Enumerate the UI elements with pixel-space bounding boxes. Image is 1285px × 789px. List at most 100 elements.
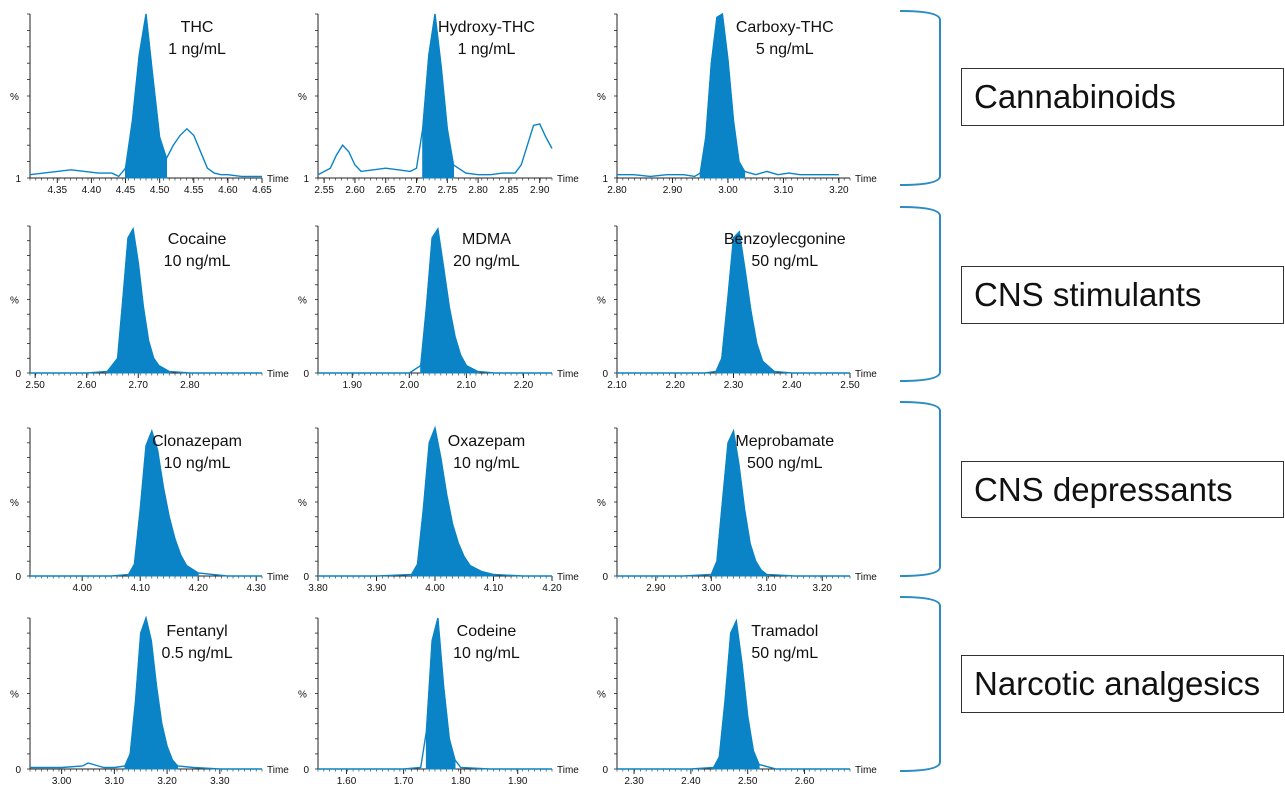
x-tick-label: 2.60	[77, 380, 97, 391]
chromatogram-panel: % 0 3.00 3.10 3.20 3.30 Time Fentanyl 0.5 ng/mL	[10, 615, 289, 787]
x-axis-time-label: Time	[557, 174, 579, 185]
y-axis-percent-label: %	[10, 296, 19, 307]
y-axis-baseline-label: 0	[15, 765, 21, 776]
x-tick-label: 4.00	[425, 583, 445, 594]
y-axis-percent-label: %	[298, 92, 307, 103]
compound-name: THC	[181, 19, 214, 36]
x-tick-label: 2.40	[782, 380, 802, 391]
compound-concentration: 5 ng/mL	[756, 41, 814, 58]
chromatogram-trace	[617, 230, 850, 374]
compound-concentration: 10 ng/mL	[453, 455, 520, 472]
x-tick-label: 3.80	[308, 583, 328, 594]
x-tick-label: 2.90	[663, 185, 683, 196]
peak-area	[128, 429, 199, 577]
x-tick-label: 2.30	[724, 380, 744, 391]
y-axis-percent-label: %	[298, 690, 307, 701]
x-tick-label: 4.65	[252, 185, 272, 196]
compound-name: Oxazepam	[448, 433, 525, 450]
group-bracket-cns-stimulants	[900, 206, 941, 382]
compound-name: Hydroxy-THC	[438, 19, 535, 36]
y-axis-baseline-label: 0	[303, 369, 309, 380]
compound-name: Carboxy-THC	[736, 19, 834, 36]
y-axis-percent-label: %	[597, 92, 606, 103]
x-tick-label: 4.50	[150, 185, 170, 196]
y-axis-baseline-label: 1	[303, 174, 309, 185]
chromatogram-panel: % 0 1.90 2.00 2.10 2.20 Time MDMA 20 ng/mL	[298, 225, 579, 391]
compound-name: Tramadol	[751, 623, 818, 640]
group-label-narcotic-analgesics: Narcotic analgesics	[961, 655, 1284, 713]
x-tick-label: 4.55	[184, 185, 204, 196]
chromatogram-trace	[29, 13, 262, 178]
x-tick-label: 4.40	[82, 185, 102, 196]
y-axis-baseline-label: 0	[303, 572, 309, 583]
x-tick-label: 1.90	[343, 380, 363, 391]
chromatogram-trace	[318, 617, 552, 770]
chromatogram-trace	[617, 12, 839, 178]
x-tick-label: 1.90	[508, 776, 528, 787]
chromatogram-trace	[317, 13, 553, 176]
x-tick-label: 2.80	[180, 380, 200, 391]
group-label-cns-depressants: CNS depressants	[961, 461, 1284, 518]
x-tick-label: 2.80	[607, 185, 627, 196]
chromatogram-trace	[617, 618, 850, 770]
compound-name: MDMA	[462, 231, 511, 248]
x-tick-label: 1.80	[451, 776, 471, 787]
compound-name: Meprobamate	[735, 433, 834, 450]
y-axis-baseline-label: 0	[15, 369, 21, 380]
peak-area	[106, 227, 170, 374]
chromatogram-trace	[30, 428, 262, 577]
compound-concentration: 10 ng/mL	[164, 455, 231, 472]
compound-concentration: 500 ng/mL	[747, 455, 823, 472]
group-bracket-cns-depressants	[900, 401, 941, 577]
x-axis-time-label: Time	[557, 765, 579, 776]
x-tick-label: 3.10	[105, 776, 125, 787]
chromatogram-trace	[30, 226, 262, 374]
compound-name: Codeine	[457, 623, 517, 640]
x-tick-label: 3.10	[774, 185, 794, 196]
chromatogram-trace	[30, 615, 262, 770]
x-tick-label: 2.70	[407, 185, 427, 196]
peak-area	[125, 13, 167, 179]
x-axis-time-label: Time	[267, 174, 289, 185]
x-axis-time-label: Time	[855, 572, 877, 583]
compound-concentration: 1 ng/mL	[168, 41, 226, 58]
x-tick-label: 4.00	[72, 583, 92, 594]
chromatogram-panel: % 0 2.30 2.40 2.50 2.60 Time Tramadol 50 ng/mL	[597, 617, 877, 787]
x-tick-label: 3.00	[702, 583, 722, 594]
x-tick-label: 4.10	[130, 583, 150, 594]
chromatogram-panel: % 0 2.50 2.60 2.70 2.80 Time Cocaine 10 ng/mL	[10, 225, 289, 391]
group-label-cns-stimulants: CNS stimulants	[961, 266, 1284, 324]
x-tick-label: 2.50	[25, 380, 45, 391]
y-axis-baseline-label: 1	[602, 174, 608, 185]
x-tick-label: 2.85	[499, 185, 519, 196]
chromatogram-panel: % 12.80 2.90 3.00 3.10 3.20 Time Carboxy-THC 5 n…	[597, 12, 877, 196]
compound-concentration: 50 ng/mL	[751, 253, 818, 270]
y-axis-percent-label: %	[10, 690, 19, 701]
x-tick-label: 4.35	[48, 185, 68, 196]
x-tick-label: 2.50	[840, 380, 860, 391]
y-axis-percent-label: %	[597, 296, 606, 307]
x-axis-time-label: Time	[557, 572, 579, 583]
x-axis-time-label: Time	[855, 765, 877, 776]
chromatogram-panel: % 0 1.60 1.70 1.80 1.90 Time Codeine 10 ng/mL	[298, 617, 579, 787]
x-tick-label: 4.45	[116, 185, 136, 196]
y-axis-baseline-label: 0	[303, 765, 309, 776]
peak-area	[710, 429, 768, 577]
x-tick-label: 4.20	[542, 583, 562, 594]
x-tick-label: 1.60	[337, 776, 357, 787]
x-tick-label: 2.20	[514, 380, 534, 391]
x-tick-label: 2.30	[624, 776, 644, 787]
y-axis-baseline-label: 0	[602, 572, 608, 583]
x-tick-label: 2.10	[457, 380, 477, 391]
x-tick-label: 3.00	[718, 185, 738, 196]
x-tick-label: 2.90	[530, 185, 550, 196]
compound-concentration: 50 ng/mL	[751, 645, 818, 662]
x-tick-label: 3.20	[157, 776, 177, 787]
y-axis-percent-label: %	[10, 92, 19, 103]
y-axis-baseline-label: 0	[602, 765, 608, 776]
x-tick-label: 4.30	[246, 583, 266, 594]
chromatogram-panel: % 0 2.90 3.00 3.10 3.20 Time Meprobamate 500 ng/…	[597, 427, 877, 594]
chromatogram-trace	[318, 425, 552, 577]
